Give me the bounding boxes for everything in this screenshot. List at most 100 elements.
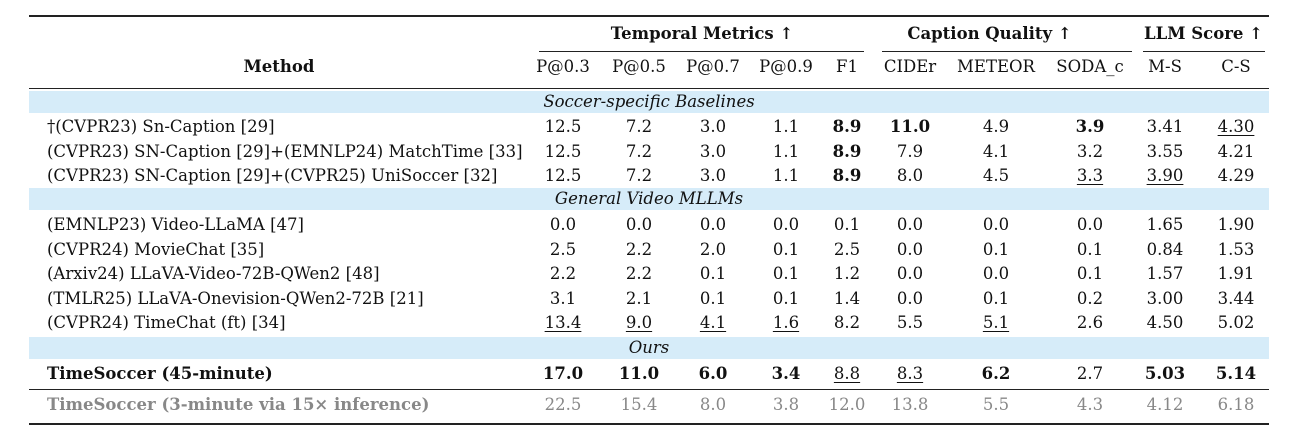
value-cell: 0.0 <box>699 215 727 234</box>
value-cell: 7.2 <box>625 117 653 136</box>
value-cell: 5.5 <box>982 395 1010 414</box>
method-cell: (CVPR24) MovieChat [35] <box>47 239 265 259</box>
method-cell: (CVPR24) TimeChat (ft) [34] <box>47 313 286 333</box>
group-rule-caption <box>882 51 1132 52</box>
value-cell: 8.9 <box>832 141 862 161</box>
value-cell: 1.2 <box>833 264 861 284</box>
value-cell: 0.1 <box>699 264 727 284</box>
method-cell: †(CVPR23) Sn-Caption [29] <box>47 117 275 136</box>
value-cell: 11.0 <box>889 117 931 136</box>
table-row: (CVPR24) MovieChat [35] 2.5 2.2 2.0 0.1 2.5 0.… <box>29 238 1269 262</box>
value-cell: 12.5 <box>544 166 582 186</box>
column-header: P@0.7 <box>686 57 740 76</box>
value-cell: 3.4 <box>771 364 801 383</box>
table-row: †(CVPR23) Sn-Caption [29] 12.5 7.2 3.0 1.1 8.… <box>29 115 1269 139</box>
value-cell: 3.00 <box>1146 288 1184 308</box>
value-cell: 8.8 <box>833 364 861 383</box>
section-band: General Video MLLMs <box>29 188 1269 210</box>
value-cell: 0.0 <box>896 264 924 284</box>
value-cell: 1.57 <box>1146 264 1184 284</box>
value-cell: 1.91 <box>1217 264 1255 284</box>
value-cell: 9.0 <box>625 313 653 333</box>
results-table: Temporal Metrics ↑ Caption Quality ↑ LLM… <box>29 0 1269 442</box>
method-cell: (CVPR23) SN-Caption [29]+(EMNLP24) Match… <box>47 141 523 161</box>
section-band: Ours <box>29 337 1269 359</box>
value-cell: 1.1 <box>772 141 800 161</box>
value-cell: 8.9 <box>832 117 862 136</box>
value-cell: 8.0 <box>699 395 727 414</box>
value-cell: 13.4 <box>544 313 582 333</box>
method-cell: (TMLR25) LLaVA-Onevision-QWen2-72B [21] <box>47 288 424 308</box>
value-cell: 0.1 <box>1076 239 1104 259</box>
method-cell: (EMNLP23) Video-LLaMA [47] <box>47 215 304 234</box>
value-cell: 0.1 <box>772 239 800 259</box>
method-header: Method <box>243 57 315 76</box>
value-cell: 4.21 <box>1217 141 1255 161</box>
value-cell: 3.1 <box>549 288 577 308</box>
table-row: TimeSoccer (3-minute via 15× inference) 2… <box>29 393 1269 417</box>
column-header: M-S <box>1148 57 1182 76</box>
value-cell: 0.0 <box>549 215 577 234</box>
value-cell: 0.2 <box>1076 288 1104 308</box>
value-cell: 3.41 <box>1146 117 1184 136</box>
value-cell: 4.9 <box>982 117 1010 136</box>
value-cell: 8.0 <box>896 166 924 186</box>
value-cell: 0.1 <box>772 288 800 308</box>
value-cell: 1.4 <box>833 288 861 308</box>
value-cell: 2.5 <box>833 239 861 259</box>
value-cell: 1.90 <box>1217 215 1255 234</box>
value-cell: 1.1 <box>772 166 800 186</box>
ours-rule <box>29 389 1269 390</box>
column-header: P@0.5 <box>612 57 666 76</box>
value-cell: 0.0 <box>772 215 800 234</box>
value-cell: 0.0 <box>1076 215 1104 234</box>
column-header: SODA_c <box>1056 57 1124 76</box>
group-rule-llm <box>1143 51 1265 52</box>
value-cell: 7.2 <box>625 141 653 161</box>
group-rule-temporal <box>539 51 864 52</box>
group-header-caption: Caption Quality ↑ <box>907 24 1072 43</box>
value-cell: 3.0 <box>699 166 727 186</box>
value-cell: 4.1 <box>699 313 727 333</box>
value-cell: 13.8 <box>891 395 929 414</box>
value-cell: 5.02 <box>1217 313 1255 333</box>
value-cell: 12.5 <box>544 141 582 161</box>
value-cell: 4.50 <box>1146 313 1184 333</box>
value-cell: 3.44 <box>1217 288 1255 308</box>
value-cell: 22.5 <box>544 395 582 414</box>
value-cell: 6.0 <box>698 364 728 383</box>
value-cell: 0.0 <box>982 264 1010 284</box>
value-cell: 6.18 <box>1217 395 1255 414</box>
section-title: Soccer-specific Baselines <box>543 92 755 111</box>
value-cell: 2.2 <box>549 264 577 284</box>
value-cell: 8.9 <box>832 166 862 186</box>
value-cell: 3.3 <box>1076 166 1104 186</box>
value-cell: 2.2 <box>625 264 653 284</box>
value-cell: 3.90 <box>1146 166 1184 186</box>
value-cell: 4.3 <box>1076 395 1104 414</box>
value-cell: 2.5 <box>549 239 577 259</box>
value-cell: 17.0 <box>542 364 584 383</box>
column-header: P@0.9 <box>759 57 813 76</box>
value-cell: 3.8 <box>772 395 800 414</box>
bottom-rule <box>29 423 1269 425</box>
value-cell: 4.30 <box>1217 117 1255 136</box>
value-cell: 0.1 <box>1076 264 1104 284</box>
table-row: TimeSoccer (45-minute) 17.0 11.0 6.0 3.4 8.8 8… <box>29 362 1269 386</box>
value-cell: 2.2 <box>625 239 653 259</box>
value-cell: 4.5 <box>982 166 1010 186</box>
column-header: CIDEr <box>883 57 937 76</box>
value-cell: 0.84 <box>1146 239 1184 259</box>
table-row: (CVPR23) SN-Caption [29]+(CVPR25) UniSoc… <box>29 164 1269 188</box>
table-row: (EMNLP23) Video-LLaMA [47] 0.0 0.0 0.0 0.0 0.… <box>29 213 1269 237</box>
value-cell: 3.0 <box>699 117 727 136</box>
value-cell: 2.0 <box>699 239 727 259</box>
column-header: METEOR <box>957 57 1035 76</box>
table-row: (TMLR25) LLaVA-Onevision-QWen2-72B [21] 3… <box>29 287 1269 311</box>
value-cell: 12.5 <box>544 117 582 136</box>
value-cell: 2.7 <box>1076 364 1104 383</box>
group-header-llm: LLM Score ↑ <box>1144 24 1263 43</box>
value-cell: 8.3 <box>896 364 924 383</box>
table-row: (CVPR23) SN-Caption [29]+(EMNLP24) Match… <box>29 140 1269 164</box>
value-cell: 3.2 <box>1076 141 1104 161</box>
